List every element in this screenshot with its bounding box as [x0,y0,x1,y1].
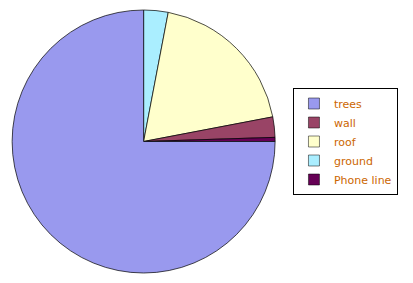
svg-text:roof: roof [334,136,357,149]
svg-text:ground: ground [334,155,373,168]
svg-text:Phone line: Phone line [334,174,392,187]
svg-text:wall: wall [334,117,356,130]
svg-text:trees: trees [334,98,362,111]
